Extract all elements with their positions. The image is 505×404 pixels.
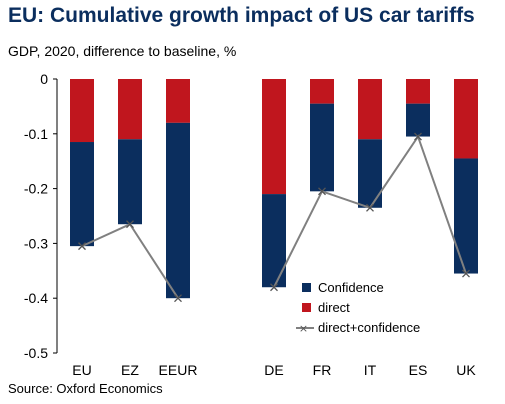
legend-marker-icon: ×	[299, 322, 308, 335]
total-point-marker	[270, 283, 278, 292]
bar-confidence	[454, 158, 478, 274]
source-note: Source: Oxford Economics	[8, 381, 163, 396]
x-tick-label: FR	[313, 362, 332, 378]
legend-label-total: direct+confidence	[318, 320, 420, 335]
x-tick-label: DE	[264, 362, 283, 378]
y-tick-label: -0.2	[24, 181, 48, 197]
bar-confidence	[262, 194, 286, 288]
legend-label-confidence: Confidence	[318, 280, 384, 295]
legend-label-direct: direct	[318, 300, 350, 315]
x-tick-label: EU	[72, 362, 91, 378]
bar-confidence	[406, 103, 430, 137]
bar-confidence	[70, 142, 94, 247]
total-point-marker	[78, 242, 86, 251]
bar-direct	[262, 79, 286, 195]
total-point-marker	[366, 203, 374, 212]
bar-confidence	[358, 139, 382, 208]
y-tick-label: 0	[40, 71, 48, 87]
legend-swatch-direct	[302, 303, 311, 312]
bar-direct	[118, 79, 142, 140]
y-tick-label: -0.1	[24, 126, 48, 142]
total-line-segment	[81, 222, 179, 299]
x-tick-label: UK	[456, 362, 476, 378]
total-point-marker	[174, 294, 182, 303]
bar-direct	[454, 79, 478, 159]
y-tick-label: -0.4	[24, 290, 48, 306]
total-point-marker	[126, 220, 134, 229]
x-tick-label: IT	[364, 362, 377, 378]
bar-confidence	[118, 139, 142, 225]
chart-title: EU: Cumulative growth impact of US car t…	[8, 4, 475, 27]
x-tick-label: EEUR	[159, 362, 198, 378]
chart-subtitle: GDP, 2020, difference to baseline, %	[8, 43, 237, 59]
x-tick-label: EZ	[121, 362, 139, 378]
total-point-marker	[462, 269, 470, 278]
bar-confidence	[166, 122, 190, 299]
bar-direct	[70, 79, 94, 143]
legend-swatch-confidence	[302, 283, 311, 292]
bar-confidence	[310, 103, 334, 192]
y-tick-label: -0.3	[24, 235, 48, 251]
bar-direct	[310, 79, 334, 104]
total-point-marker	[414, 132, 422, 141]
y-tick-label: -0.5	[24, 345, 48, 361]
total-point-marker	[318, 187, 326, 196]
bar-direct	[406, 79, 430, 104]
bar-direct	[166, 79, 190, 123]
bar-direct	[358, 79, 382, 140]
x-tick-label: ES	[409, 362, 428, 378]
